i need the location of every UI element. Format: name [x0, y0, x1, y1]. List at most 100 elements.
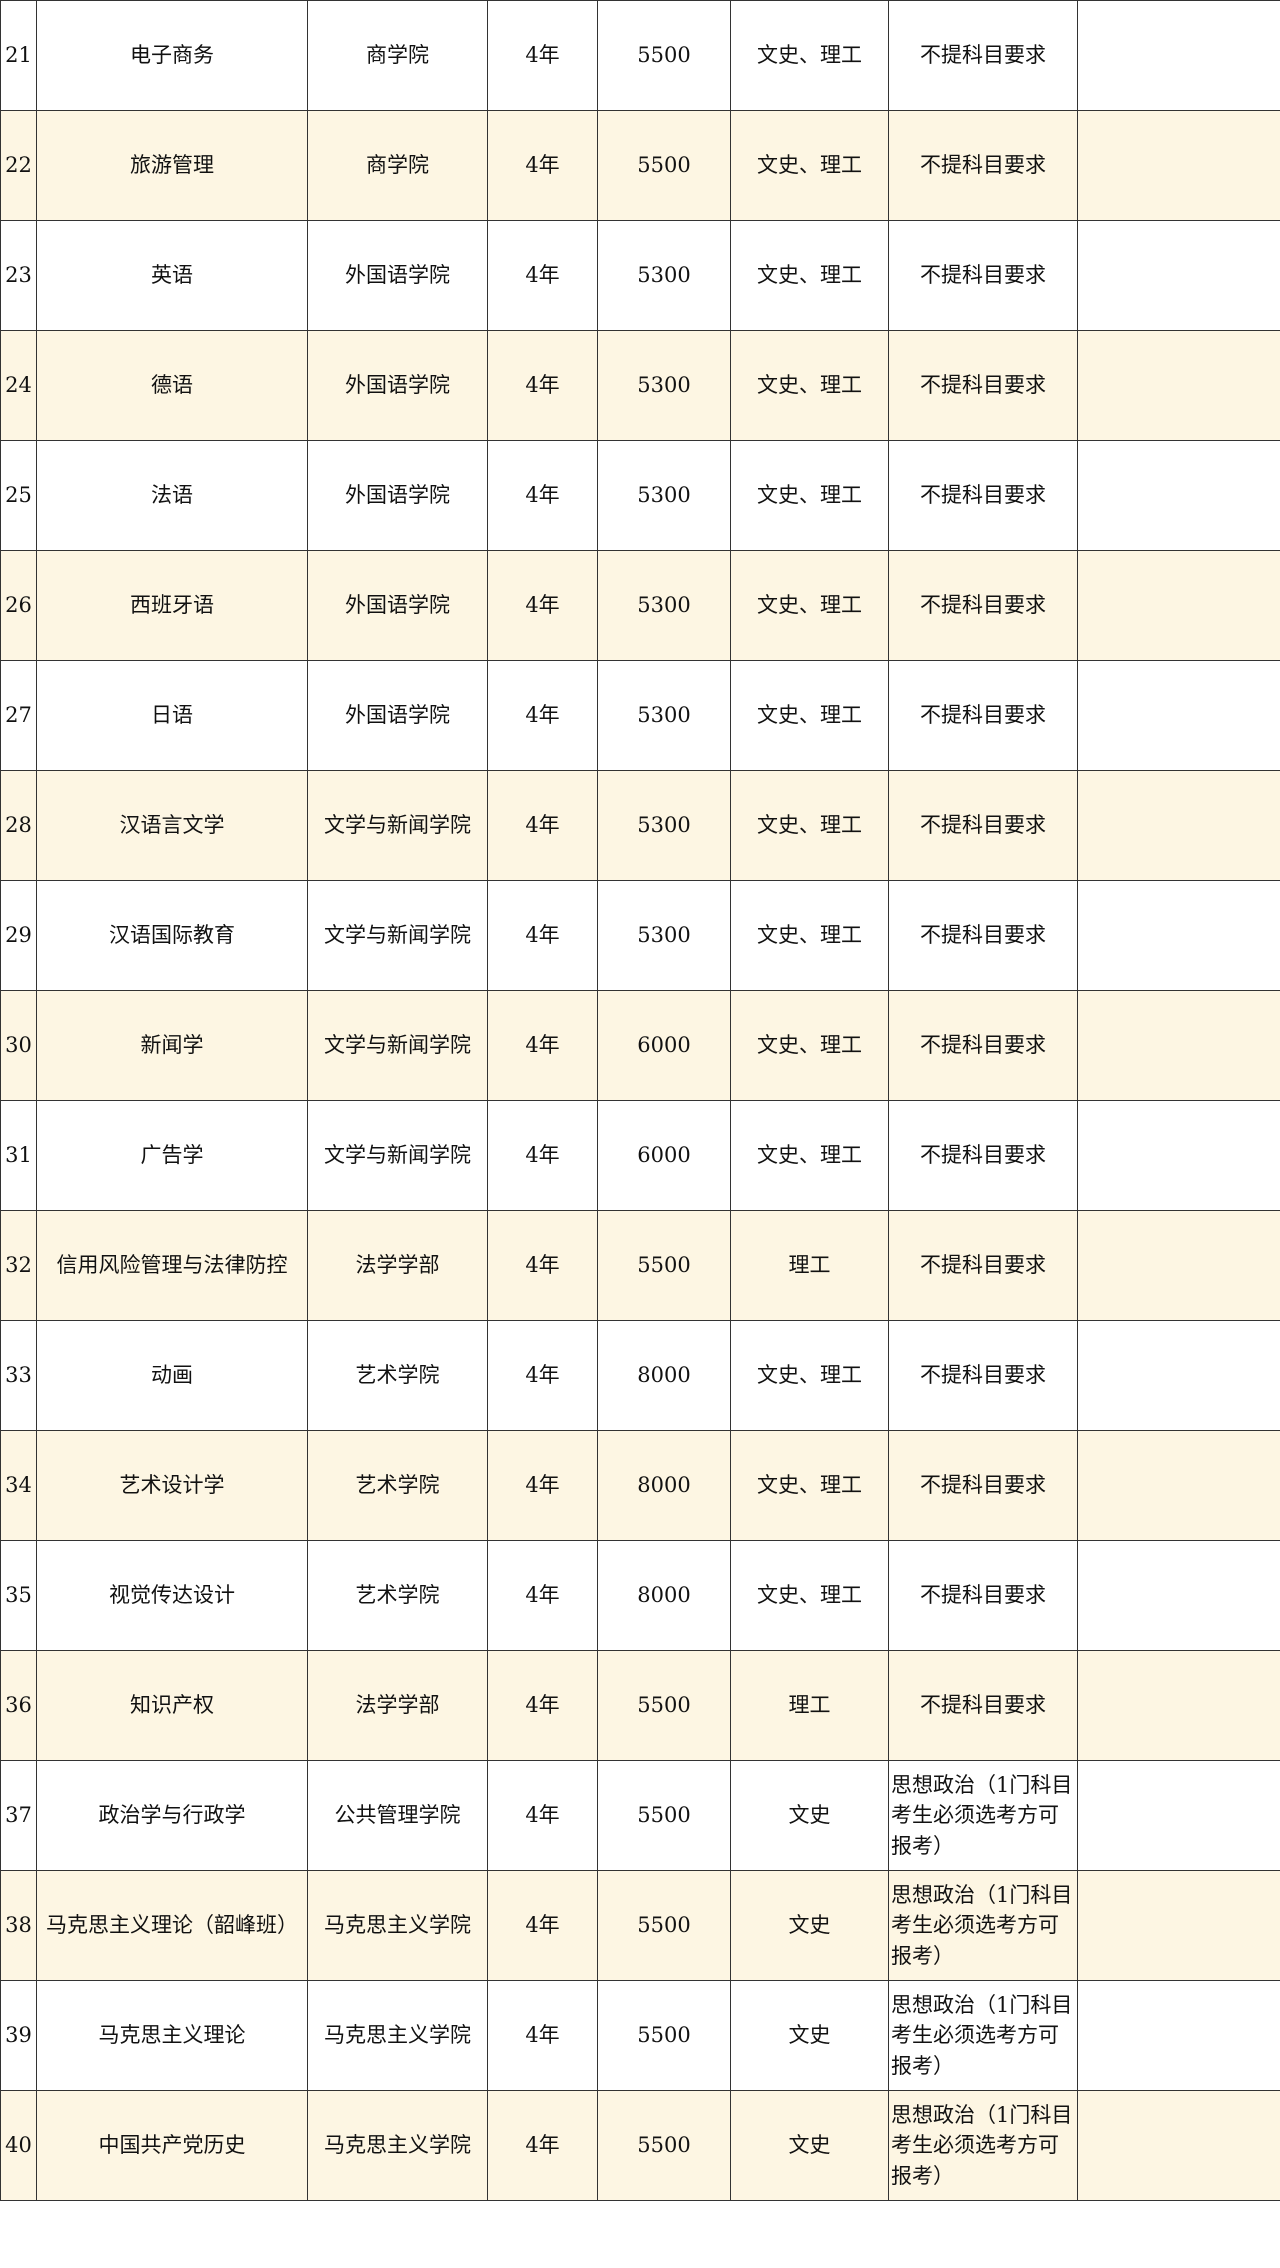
- subject-requirement: 不提科目要求: [888, 770, 1078, 881]
- table-row: 39 马克思主义理论 马克思主义学院 4年 5500 文史 思想政治（1门科目考生必须选考方…: [0, 1980, 1280, 2091]
- row-number: 33: [0, 1320, 37, 1431]
- tuition: 5500: [597, 1870, 731, 1981]
- college: 公共管理学院: [307, 1760, 488, 1871]
- tuition: 5500: [597, 2090, 731, 2201]
- subject-requirement: 不提科目要求: [888, 1100, 1078, 1211]
- duration: 4年: [487, 550, 598, 661]
- subject-requirement: 不提科目要求: [888, 1320, 1078, 1431]
- duration: 4年: [487, 990, 598, 1101]
- table-row: 30 新闻学 文学与新闻学院 4年 6000 文史、理工 不提科目要求: [0, 990, 1280, 1101]
- major-name: 马克思主义理论（韶峰班）: [36, 1870, 308, 1981]
- major-name: 日语: [36, 660, 308, 771]
- tuition: 5300: [597, 440, 731, 551]
- table-row: 40 中国共产党历史 马克思主义学院 4年 5500 文史 思想政治（1门科目考生必须选考方…: [0, 2090, 1280, 2201]
- subject-requirement: 思想政治（1门科目考生必须选考方可报考）: [888, 1980, 1078, 2091]
- college: 商学院: [307, 110, 488, 221]
- empty-cell: [1077, 880, 1280, 991]
- tuition: 5500: [597, 1980, 731, 2091]
- table-row: 25 法语 外国语学院 4年 5300 文史、理工 不提科目要求: [0, 440, 1280, 551]
- table-row: 37 政治学与行政学 公共管理学院 4年 5500 文史 思想政治（1门科目考生必须选考方可…: [0, 1760, 1280, 1871]
- duration: 4年: [487, 440, 598, 551]
- duration: 4年: [487, 2090, 598, 2201]
- college: 马克思主义学院: [307, 2090, 488, 2201]
- row-number: 25: [0, 440, 37, 551]
- major-name: 汉语言文学: [36, 770, 308, 881]
- subject-category: 文史: [730, 1980, 889, 2091]
- tuition: 6000: [597, 990, 731, 1101]
- table-row: 35 视觉传达设计 艺术学院 4年 8000 文史、理工 不提科目要求: [0, 1540, 1280, 1651]
- tuition: 5300: [597, 330, 731, 441]
- subject-requirement: 不提科目要求: [888, 0, 1078, 111]
- subject-requirement: 不提科目要求: [888, 220, 1078, 331]
- empty-cell: [1077, 1100, 1280, 1211]
- table-row: 33 动画 艺术学院 4年 8000 文史、理工 不提科目要求: [0, 1320, 1280, 1431]
- tuition: 5300: [597, 660, 731, 771]
- empty-cell: [1077, 1320, 1280, 1431]
- major-name: 马克思主义理论: [36, 1980, 308, 2091]
- table-row: 32 信用风险管理与法律防控 法学学部 4年 5500 理工 不提科目要求: [0, 1210, 1280, 1321]
- subject-requirement: 不提科目要求: [888, 440, 1078, 551]
- row-number: 28: [0, 770, 37, 881]
- table-row: 31 广告学 文学与新闻学院 4年 6000 文史、理工 不提科目要求: [0, 1100, 1280, 1211]
- row-number: 24: [0, 330, 37, 441]
- college: 艺术学院: [307, 1430, 488, 1541]
- college: 外国语学院: [307, 330, 488, 441]
- empty-cell: [1077, 1650, 1280, 1761]
- college: 外国语学院: [307, 220, 488, 331]
- subject-category: 文史、理工: [730, 0, 889, 111]
- subject-category: 理工: [730, 1210, 889, 1321]
- major-name: 视觉传达设计: [36, 1540, 308, 1651]
- college: 法学学部: [307, 1210, 488, 1321]
- tuition: 8000: [597, 1540, 731, 1651]
- major-name: 信用风险管理与法律防控: [36, 1210, 308, 1321]
- major-table: 21 电子商务 商学院 4年 5500 文史、理工 不提科目要求 22 旅游管理 商学院 4年 550…: [0, 0, 1280, 2201]
- row-number: 38: [0, 1870, 37, 1981]
- table-body: 21 电子商务 商学院 4年 5500 文史、理工 不提科目要求 22 旅游管理 商学院 4年 550…: [0, 0, 1280, 2201]
- college: 外国语学院: [307, 440, 488, 551]
- subject-category: 文史、理工: [730, 1320, 889, 1431]
- row-number: 34: [0, 1430, 37, 1541]
- subject-category: 文史、理工: [730, 770, 889, 881]
- empty-cell: [1077, 220, 1280, 331]
- subject-requirement: 不提科目要求: [888, 110, 1078, 221]
- row-number: 35: [0, 1540, 37, 1651]
- major-name: 中国共产党历史: [36, 2090, 308, 2201]
- tuition: 8000: [597, 1320, 731, 1431]
- duration: 4年: [487, 1430, 598, 1541]
- row-number: 40: [0, 2090, 37, 2201]
- subject-category: 文史、理工: [730, 1100, 889, 1211]
- duration: 4年: [487, 1210, 598, 1321]
- college: 法学学部: [307, 1650, 488, 1761]
- subject-requirement: 不提科目要求: [888, 1540, 1078, 1651]
- subject-requirement: 不提科目要求: [888, 880, 1078, 991]
- empty-cell: [1077, 1870, 1280, 1981]
- subject-requirement: 思想政治（1门科目考生必须选考方可报考）: [888, 2090, 1078, 2201]
- empty-cell: [1077, 1760, 1280, 1871]
- major-name: 动画: [36, 1320, 308, 1431]
- duration: 4年: [487, 110, 598, 221]
- empty-cell: [1077, 770, 1280, 881]
- duration: 4年: [487, 1100, 598, 1211]
- duration: 4年: [487, 220, 598, 331]
- row-number: 31: [0, 1100, 37, 1211]
- duration: 4年: [487, 880, 598, 991]
- tuition: 5300: [597, 220, 731, 331]
- table-row: 36 知识产权 法学学部 4年 5500 理工 不提科目要求: [0, 1650, 1280, 1761]
- tuition: 5500: [597, 1650, 731, 1761]
- subject-category: 理工: [730, 1650, 889, 1761]
- row-number: 39: [0, 1980, 37, 2091]
- tuition: 5300: [597, 880, 731, 991]
- tuition: 5500: [597, 0, 731, 111]
- tuition: 5500: [597, 110, 731, 221]
- duration: 4年: [487, 1980, 598, 2091]
- row-number: 37: [0, 1760, 37, 1871]
- subject-category: 文史、理工: [730, 110, 889, 221]
- tuition: 8000: [597, 1430, 731, 1541]
- row-number: 21: [0, 0, 37, 111]
- major-name: 法语: [36, 440, 308, 551]
- empty-cell: [1077, 0, 1280, 111]
- major-name: 知识产权: [36, 1650, 308, 1761]
- empty-cell: [1077, 330, 1280, 441]
- duration: 4年: [487, 1650, 598, 1761]
